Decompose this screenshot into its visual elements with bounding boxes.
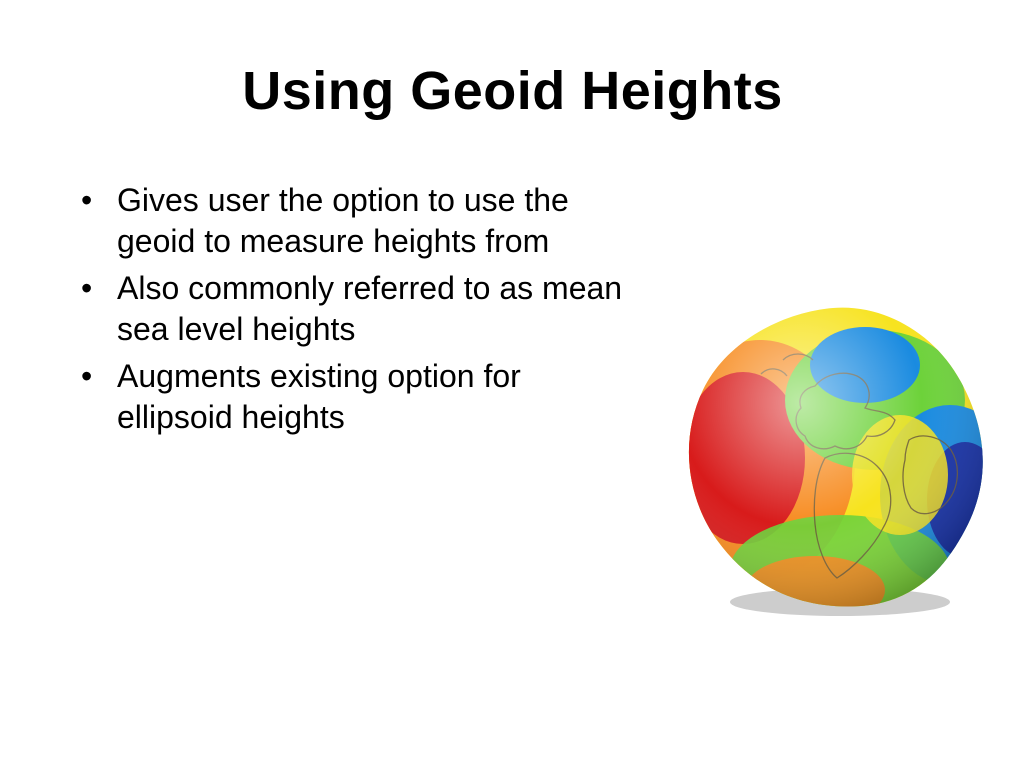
slide-body: Gives user the option to use the geoid t… <box>75 180 630 444</box>
geoid-shading <box>689 308 983 607</box>
bullet-text: Also commonly referred to as mean sea le… <box>117 270 622 347</box>
bullet-item: Also commonly referred to as mean sea le… <box>75 268 630 350</box>
slide: Using Geoid Heights Gives user the optio… <box>0 0 1025 768</box>
bullet-text: Augments existing option for ellipsoid h… <box>117 358 521 435</box>
slide-title: Using Geoid Heights <box>0 60 1025 122</box>
geoid-globe-image <box>665 290 995 620</box>
bullet-list: Gives user the option to use the geoid t… <box>75 180 630 438</box>
bullet-item: Augments existing option for ellipsoid h… <box>75 356 630 438</box>
bullet-text: Gives user the option to use the geoid t… <box>117 182 569 259</box>
bullet-item: Gives user the option to use the geoid t… <box>75 180 630 262</box>
geoid-globe-icon <box>665 290 995 620</box>
